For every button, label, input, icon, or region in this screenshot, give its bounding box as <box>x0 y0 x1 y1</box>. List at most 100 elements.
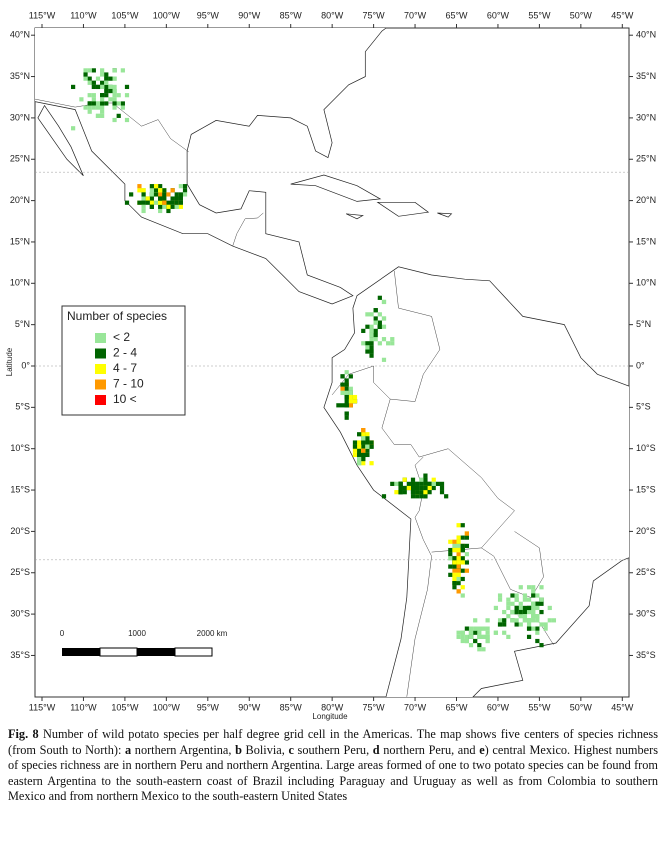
species-cell <box>510 609 515 615</box>
species-cell <box>481 626 486 631</box>
species-cell <box>344 378 349 383</box>
species-cell <box>182 188 188 193</box>
species-cell <box>439 490 445 495</box>
species-cell <box>377 320 382 325</box>
species-cell <box>547 605 552 611</box>
species-cell <box>141 188 146 193</box>
species-cell <box>390 337 395 342</box>
species-cell <box>514 593 519 598</box>
species-cell <box>95 84 101 90</box>
species-cell <box>531 601 536 606</box>
legend-label: 10 < <box>113 392 137 406</box>
species-cell <box>514 609 519 615</box>
species-cell <box>158 200 163 205</box>
species-cell <box>344 370 349 375</box>
species-cell <box>369 345 374 350</box>
species-cell <box>365 312 370 317</box>
species-cell <box>456 568 461 573</box>
scale-label: 0 <box>60 629 65 638</box>
species-cell <box>91 101 96 106</box>
species-cell <box>112 117 117 123</box>
species-cell <box>91 84 96 90</box>
species-cell <box>506 634 511 639</box>
species-cell <box>390 481 395 486</box>
scale-segment <box>62 648 100 656</box>
species-cell <box>377 324 382 329</box>
species-cell <box>166 192 171 197</box>
species-cell <box>381 316 387 321</box>
lat-tick-label: 20°N <box>10 195 30 205</box>
axes: 115°W 115°W 110°W 110°W 105°W 105°W 100°W 100°W… <box>10 10 656 712</box>
species-cell <box>348 390 353 396</box>
species-cell <box>448 552 453 557</box>
species-cell <box>137 200 142 205</box>
species-cell <box>535 638 540 644</box>
species-cell <box>464 552 469 557</box>
species-cell <box>452 581 457 586</box>
species-cell <box>522 609 528 615</box>
lon-tick-label: 65°W <box>445 702 468 712</box>
species-cell <box>365 324 370 329</box>
species-cells <box>71 68 557 652</box>
species-cell <box>87 93 92 98</box>
species-cell <box>506 614 511 619</box>
species-cell <box>361 456 366 462</box>
species-cell <box>381 299 387 305</box>
species-cell <box>149 196 154 201</box>
lat-tick-label: 15°S <box>10 484 30 494</box>
species-cell <box>473 630 478 635</box>
species-cell <box>535 601 540 606</box>
species-cell <box>100 97 105 102</box>
species-cell <box>170 196 175 201</box>
species-cell <box>369 324 374 329</box>
scale-label: 2000 km <box>197 629 228 638</box>
species-cell <box>174 204 179 209</box>
species-cell <box>369 341 374 346</box>
lat-tick-label: 25°S <box>636 567 656 577</box>
lon-tick-label: 70°W <box>404 702 427 712</box>
species-cell <box>145 200 150 205</box>
species-cell <box>464 560 469 565</box>
species-cell <box>100 68 105 73</box>
species-cell <box>153 184 159 189</box>
species-cell <box>104 80 109 85</box>
species-cell <box>452 572 457 577</box>
lon-tick-label: 50°W <box>570 702 593 712</box>
lon-tick-label: 115°W <box>29 702 56 712</box>
scale-segment <box>174 647 213 657</box>
species-cell <box>415 485 420 491</box>
lon-tick-label: 45°W <box>611 702 634 712</box>
species-cell <box>543 626 548 631</box>
species-cell <box>365 436 370 441</box>
species-cell <box>87 105 92 110</box>
species-cell <box>456 535 461 540</box>
species-cell <box>510 593 515 598</box>
lat-tick-label: 35°N <box>10 71 30 81</box>
species-cell <box>456 556 461 561</box>
species-cell <box>149 192 154 197</box>
species-cell <box>526 585 532 590</box>
species-cell <box>369 461 374 466</box>
species-cell <box>340 382 345 387</box>
species-cell <box>415 490 420 495</box>
species-cell <box>423 485 428 491</box>
species-cell <box>481 647 486 652</box>
species-cell <box>91 97 96 102</box>
legend-label: 2 - 4 <box>113 346 137 360</box>
species-cell <box>158 208 163 214</box>
lat-tick-label: 20°N <box>636 195 656 205</box>
species-cell <box>535 630 540 635</box>
species-cell <box>485 626 490 631</box>
species-cell <box>514 618 519 623</box>
species-cell <box>361 448 366 453</box>
caption-text: c <box>288 742 294 757</box>
lat-tick-label: 15°N <box>10 236 30 246</box>
species-cell <box>141 196 146 201</box>
species-cell <box>460 576 465 582</box>
species-cell <box>460 638 465 644</box>
species-cell <box>149 204 154 209</box>
species-cell <box>464 626 469 631</box>
species-cell <box>473 626 478 631</box>
legend-box <box>61 305 186 416</box>
